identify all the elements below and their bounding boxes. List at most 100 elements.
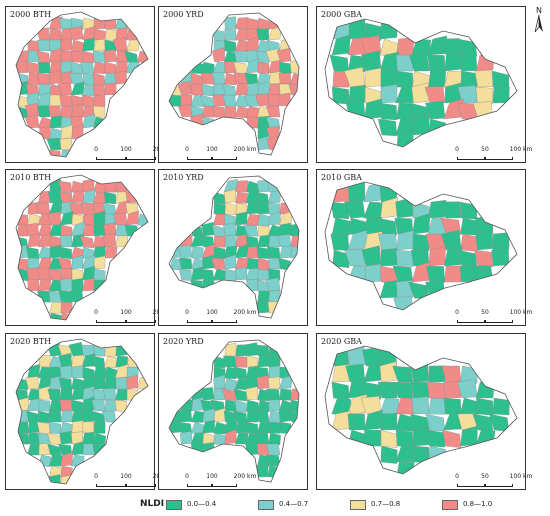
map-district [71,278,84,292]
map-district [80,408,95,423]
map-district [104,61,117,75]
map-district [257,257,270,271]
map-district [104,28,118,41]
map-district [93,268,106,281]
map-district [27,443,41,456]
map-district [257,201,270,215]
map-district [268,399,281,412]
map-district [331,410,351,431]
map-district [60,409,73,423]
map-district [201,83,215,97]
map-district [395,86,416,104]
legend-swatch [350,500,366,510]
map-gba [324,18,518,148]
map-district [59,399,73,412]
map-district [125,39,140,52]
map-district [60,71,73,85]
map-district [380,429,398,448]
map-district [331,217,351,236]
map-district [279,388,292,401]
map-district [213,388,226,401]
map-district [245,441,259,456]
map-district [278,375,293,390]
map-district [256,443,270,456]
map-district [363,231,383,251]
map-district [60,50,73,63]
scale-label: 100 [120,473,132,480]
map-district [244,342,259,357]
map-district [27,202,40,215]
map-district [104,246,118,259]
map-district [36,105,51,118]
map-district [491,246,510,267]
map-district [395,445,416,463]
legend-title: NLDI [140,499,165,509]
map-district [265,443,281,456]
map-district [476,397,494,416]
map-district [290,399,299,412]
scale-label: 200 km [233,309,257,316]
scale-bar-segment [485,484,513,487]
map-district [224,39,237,53]
map-district [104,82,117,96]
map-district [58,180,73,193]
map-district [224,234,237,248]
map-district [268,15,281,30]
map-district [427,35,448,56]
map-district [246,200,259,215]
map-district [442,429,462,448]
legend-swatch [166,500,182,510]
region-outline [324,345,518,475]
scale-bar-segment [212,484,237,487]
map-district [202,420,216,434]
map-district [380,68,398,88]
map-district [492,70,510,89]
map-district [378,233,398,251]
region-outline [15,338,149,485]
map-district [332,249,350,268]
map-district [268,432,281,446]
map-district [58,290,73,303]
map-district [190,83,204,96]
scale-bar-segment [96,484,126,487]
map-district [27,418,40,434]
map-district [27,72,40,85]
map-district [268,190,282,204]
map-gba [324,181,518,311]
scale-bar-segment [212,320,237,323]
map-district [235,266,248,281]
legend-label: 0.7—0.8 [371,500,401,508]
panel-title: 2020 BTH [10,337,52,346]
map-district [92,50,106,63]
panel-title: 2010 BTH [10,173,52,182]
map-district [278,257,292,271]
map-district [93,344,106,357]
map-district [211,28,226,42]
map-panel: 2010 GBA 0 50 100 km [316,169,532,326]
map-district [475,429,496,447]
map-district [460,233,479,252]
map-district [104,39,117,53]
map-district [38,385,51,401]
scale-bar-segment [96,157,126,160]
map-district [92,83,106,96]
map-district [443,397,462,415]
map-district [380,197,398,219]
map-district [222,222,237,237]
scale-label: 0 [185,473,189,480]
map-district [234,105,249,119]
map-district [104,399,117,412]
map-district [395,197,414,219]
map-district [246,278,259,292]
map-district [332,364,351,383]
map-district [49,375,62,390]
map-district [224,72,237,86]
map-district [331,381,350,400]
map-district [82,72,95,85]
map-district [344,248,366,267]
map-district [48,454,63,467]
map-district [190,432,205,445]
map-district [380,445,398,464]
scale-label: 100 [120,309,132,316]
map-district [245,386,259,401]
